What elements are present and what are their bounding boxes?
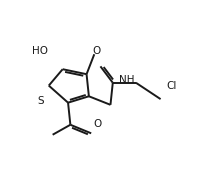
Text: O: O bbox=[93, 46, 101, 56]
Text: HO: HO bbox=[32, 46, 48, 56]
Text: O: O bbox=[93, 120, 101, 130]
Text: Cl: Cl bbox=[167, 81, 177, 91]
Text: S: S bbox=[37, 96, 44, 106]
Text: NH: NH bbox=[119, 75, 134, 85]
